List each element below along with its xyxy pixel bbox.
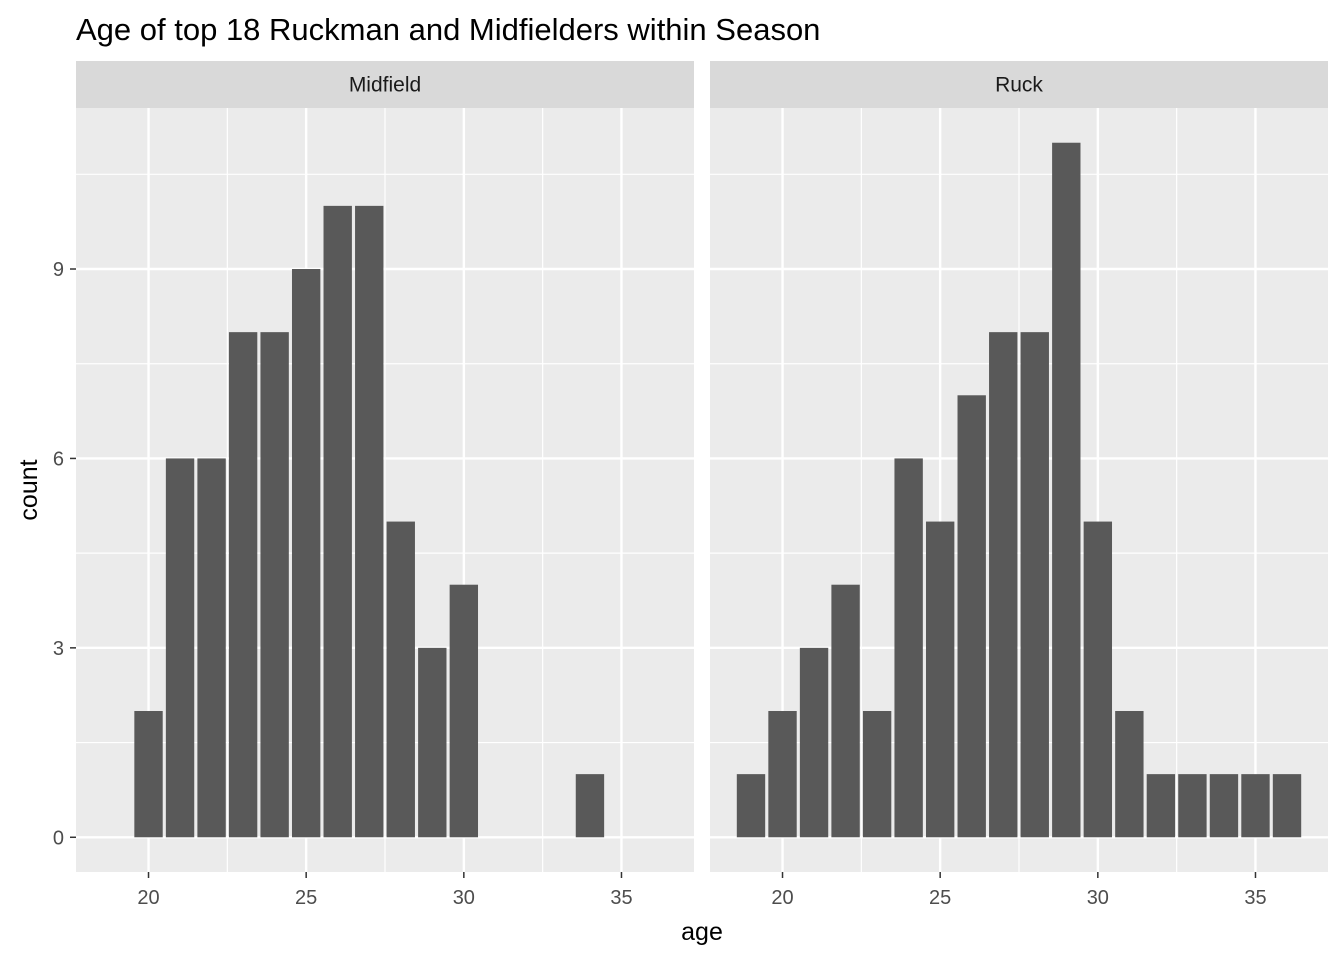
x-axis-title: age <box>681 918 723 946</box>
bar <box>989 332 1018 838</box>
bar <box>1272 774 1302 838</box>
bar <box>1020 332 1049 838</box>
chart-title: Age of top 18 Ruckman and Midfielders wi… <box>76 12 820 47</box>
bar <box>736 774 766 838</box>
x-tick-label: 35 <box>1244 887 1266 909</box>
bar <box>862 710 892 838</box>
x-tick-label: 30 <box>453 887 475 909</box>
bar <box>1115 710 1144 838</box>
bar <box>957 395 986 838</box>
facet-strip-label: Ruck <box>995 74 1043 97</box>
facet-strip <box>76 61 694 108</box>
y-tick-label: 3 <box>53 638 64 660</box>
bar <box>291 269 321 838</box>
facet-strip-label: Midfield <box>349 74 421 97</box>
x-tick-label: 20 <box>137 887 159 909</box>
bar <box>197 458 226 838</box>
y-axis-title: count <box>15 459 43 520</box>
bar <box>1146 774 1176 838</box>
facet-strip <box>710 61 1328 108</box>
bar <box>1052 142 1081 838</box>
y-tick-label: 0 <box>53 827 64 849</box>
x-tick-label: 25 <box>295 887 317 909</box>
bar <box>386 521 415 838</box>
bar <box>323 205 352 838</box>
bar <box>418 647 447 838</box>
x-tick-label: 30 <box>1087 887 1109 909</box>
x-tick-label: 35 <box>610 887 632 909</box>
bar <box>925 521 955 838</box>
bar <box>355 205 384 838</box>
bar <box>449 584 479 838</box>
bar <box>1241 774 1270 838</box>
bar <box>831 584 860 838</box>
bar <box>1209 774 1239 838</box>
bar <box>228 332 258 838</box>
bar <box>1178 774 1207 838</box>
bar <box>134 710 163 838</box>
y-tick-label: 6 <box>53 448 64 470</box>
y-tick-label: 9 <box>53 259 64 281</box>
bar <box>768 710 797 838</box>
facets-layer: Midfield 20 25 30 35 0 3 6 9 Ruck 20 25 30 35 <box>53 61 1328 909</box>
x-tick-label: 20 <box>771 887 793 909</box>
bar <box>575 774 605 838</box>
bar <box>1083 521 1113 838</box>
bar <box>260 332 289 838</box>
bar <box>799 647 829 838</box>
facet-panel-midfield: Midfield 20 25 30 35 0 3 6 9 <box>53 61 694 909</box>
bar <box>894 458 923 838</box>
bar <box>165 458 195 838</box>
x-tick-label: 25 <box>929 887 951 909</box>
facet-panel-ruck: Ruck 20 25 30 35 <box>710 61 1328 909</box>
